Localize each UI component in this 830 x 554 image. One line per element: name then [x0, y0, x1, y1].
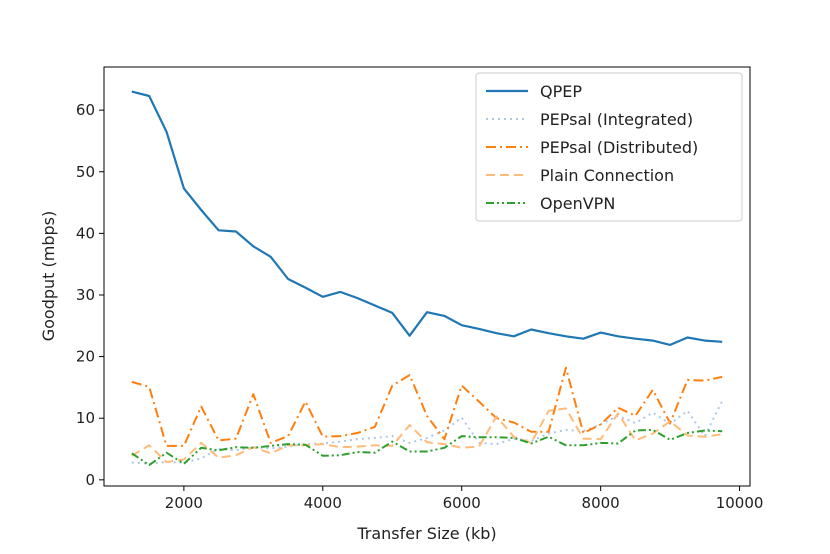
legend: QPEP PEPsal (Integrated) PEPsal (Distribut…: [475, 72, 743, 222]
y-tick-label: 10: [76, 409, 95, 427]
y-tick-label: 60: [76, 101, 95, 119]
legend-label-pepsal-distributed: PEPsal (Distributed): [540, 138, 698, 157]
legend-label-plain-connection: Plain Connection: [540, 166, 674, 185]
tick-layer: 2000 4000 6000 8000 10000 0 10 20 30 40 50 60: [76, 101, 764, 512]
legend-label-openvpn: OpenVPN: [540, 194, 615, 213]
x-tick-label: 2000: [165, 494, 203, 512]
y-tick-label: 40: [76, 224, 95, 242]
series-line-pepsal-integrated: [131, 400, 724, 465]
x-tick-label: 8000: [582, 494, 620, 512]
x-axis-label: Transfer Size (kb): [356, 524, 496, 543]
series-line-qpep: [131, 90, 723, 346]
y-tick-label: 20: [76, 348, 95, 366]
x-tick-label: 6000: [443, 494, 481, 512]
series-layer: [131, 90, 724, 467]
y-tick-label: 30: [76, 286, 95, 304]
y-tick-label: 0: [85, 471, 95, 489]
series-line-openvpn: [131, 428, 723, 467]
x-tick-label: 10000: [716, 494, 764, 512]
legend-label-qpep: QPEP: [540, 82, 582, 101]
plot-frame: [103, 66, 751, 487]
series-line-pepsal-distributed: [131, 366, 723, 447]
series-line-plain-connection: [131, 407, 723, 463]
legend-label-pepsal-integrated: PEPsal (Integrated): [540, 110, 693, 129]
legend-box: [475, 72, 743, 222]
x-tick-label: 4000: [304, 494, 342, 512]
y-axis-label: Goodput (mbps): [39, 211, 58, 342]
y-tick-label: 50: [76, 163, 95, 181]
